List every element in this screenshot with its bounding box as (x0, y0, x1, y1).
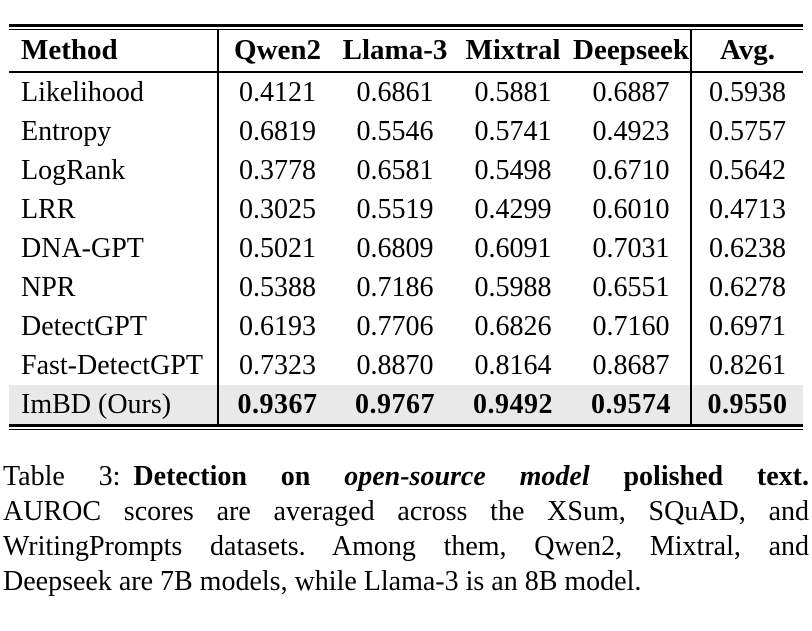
avg-cell: 0.5642 (690, 151, 803, 190)
caption-label: Table 3: (3, 461, 121, 492)
bottom-rule-thick (9, 424, 803, 427)
value-cell: 0.8687 (592, 349, 670, 381)
value-cell: 0.9767 (336, 385, 454, 424)
table-row-logrank: LogRank 0.3778 0.6581 0.5498 0.6710 0.56… (9, 151, 803, 190)
table-row-imbd-ours: ImBD (Ours) 0.9367 0.9767 0.9492 0.9574 … (9, 385, 803, 424)
method-cell: Entropy (21, 115, 112, 147)
value-cell: 0.3778 (217, 151, 336, 190)
method-cell: DetectGPT (21, 310, 147, 342)
header-method: Method (9, 30, 218, 73)
value-cell: 0.6819 (217, 112, 336, 151)
header-llama3: Llama-3 (336, 30, 454, 73)
value-cell: 0.9492 (454, 385, 572, 424)
header-deepseek: Deepseek (572, 30, 691, 73)
avg-cell: 0.6278 (690, 268, 803, 307)
value-cell: 0.5881 (474, 76, 552, 108)
method-cell: Likelihood (21, 76, 144, 108)
value-cell: 0.7031 (592, 232, 670, 264)
value-cell: 0.7706 (356, 310, 434, 342)
value-cell: 0.6010 (592, 193, 670, 225)
avg-cell: 0.6971 (690, 307, 803, 346)
value-cell: 0.6809 (356, 232, 434, 264)
table-row-dna-gpt: DNA-GPT 0.5021 0.6809 0.6091 0.7031 0.62… (9, 229, 803, 268)
table-row-lrr: LRR 0.3025 0.5519 0.4299 0.6010 0.4713 (9, 190, 803, 229)
value-cell: 0.7160 (592, 310, 670, 342)
value-cell: 0.6091 (474, 232, 552, 264)
method-cell: NPR (21, 271, 76, 303)
caption-line-2: AUROC scores are averaged across the XSu… (3, 496, 809, 527)
value-cell: 0.4923 (592, 115, 670, 147)
method-cell: DNA-GPT (21, 232, 144, 264)
value-cell: 0.4299 (474, 193, 552, 225)
header-avg: Avg. (690, 30, 803, 73)
value-cell: 0.3025 (217, 190, 336, 229)
value-cell: 0.6710 (592, 154, 670, 186)
value-cell: 0.5021 (217, 229, 336, 268)
value-cell: 0.5546 (356, 115, 434, 147)
value-cell: 0.7186 (356, 271, 434, 303)
table-row-likelihood: Likelihood 0.4121 0.6861 0.5881 0.6887 0… (9, 72, 803, 112)
avg-cell: 0.5938 (690, 72, 803, 112)
caption-title-italic: open-source model (344, 461, 590, 492)
value-cell: 0.6826 (474, 310, 552, 342)
avg-cell: 0.9550 (690, 385, 803, 424)
value-cell: 0.9367 (217, 385, 336, 424)
table-row-fast-detectgpt: Fast-DetectGPT 0.7323 0.8870 0.8164 0.86… (9, 346, 803, 385)
value-cell: 0.9574 (572, 385, 691, 424)
value-cell: 0.5741 (474, 115, 552, 147)
bottom-rule-thin (9, 429, 803, 430)
method-cell: LRR (21, 193, 76, 225)
value-cell: 0.8164 (474, 349, 552, 381)
caption-line-4: Deepseek are 7B models, while Llama-3 is… (3, 566, 642, 597)
value-cell: 0.6551 (592, 271, 670, 303)
value-cell: 0.6581 (356, 154, 434, 186)
value-cell: 0.6193 (217, 307, 336, 346)
table-header: Method Qwen2 Llama-3 Mixtral Deepseek Av… (9, 30, 803, 73)
results-table: Method Qwen2 Llama-3 Mixtral Deepseek Av… (9, 24, 803, 430)
table-row-entropy: Entropy 0.6819 0.5546 0.5741 0.4923 0.57… (9, 112, 803, 151)
caption-title-bold-2: polished text. (623, 461, 810, 492)
method-cell: Fast-DetectGPT (21, 349, 203, 381)
caption-title-bold: Detection on (133, 461, 311, 492)
header-mixtral: Mixtral (454, 30, 572, 73)
table-row-npr: NPR 0.5388 0.7186 0.5988 0.6551 0.6278 (9, 268, 803, 307)
auroc-table: Method Qwen2 Llama-3 Mixtral Deepseek Av… (9, 30, 803, 424)
caption-line-3: WritingPrompts datasets. Among them, Qwe… (3, 531, 809, 562)
header-qwen2: Qwen2 (217, 30, 336, 73)
table-row-detectgpt: DetectGPT 0.6193 0.7706 0.6826 0.7160 0.… (9, 307, 803, 346)
value-cell: 0.4121 (217, 72, 336, 112)
method-cell: LogRank (21, 154, 126, 186)
value-cell: 0.8870 (356, 349, 434, 381)
value-cell: 0.5388 (217, 268, 336, 307)
header-row: Method Qwen2 Llama-3 Mixtral Deepseek Av… (9, 30, 803, 73)
top-rule-thick (9, 24, 803, 27)
avg-cell: 0.6238 (690, 229, 803, 268)
table-caption: Table 3: Detection on open-source model p… (3, 459, 809, 599)
value-cell: 0.5498 (474, 154, 552, 186)
top-rule-thin (9, 29, 803, 30)
method-cell: ImBD (Ours) (9, 385, 218, 424)
value-cell: 0.6887 (592, 76, 670, 108)
value-cell: 0.5988 (474, 271, 552, 303)
caption-line-1: Table 3: Detection on open-source model p… (3, 459, 809, 494)
avg-cell: 0.4713 (690, 190, 803, 229)
avg-cell: 0.8261 (690, 346, 803, 385)
table-body: Likelihood 0.4121 0.6861 0.5881 0.6887 0… (9, 72, 803, 424)
value-cell: 0.7323 (217, 346, 336, 385)
value-cell: 0.6861 (356, 76, 434, 108)
value-cell: 0.5519 (356, 193, 434, 225)
avg-cell: 0.5757 (690, 112, 803, 151)
